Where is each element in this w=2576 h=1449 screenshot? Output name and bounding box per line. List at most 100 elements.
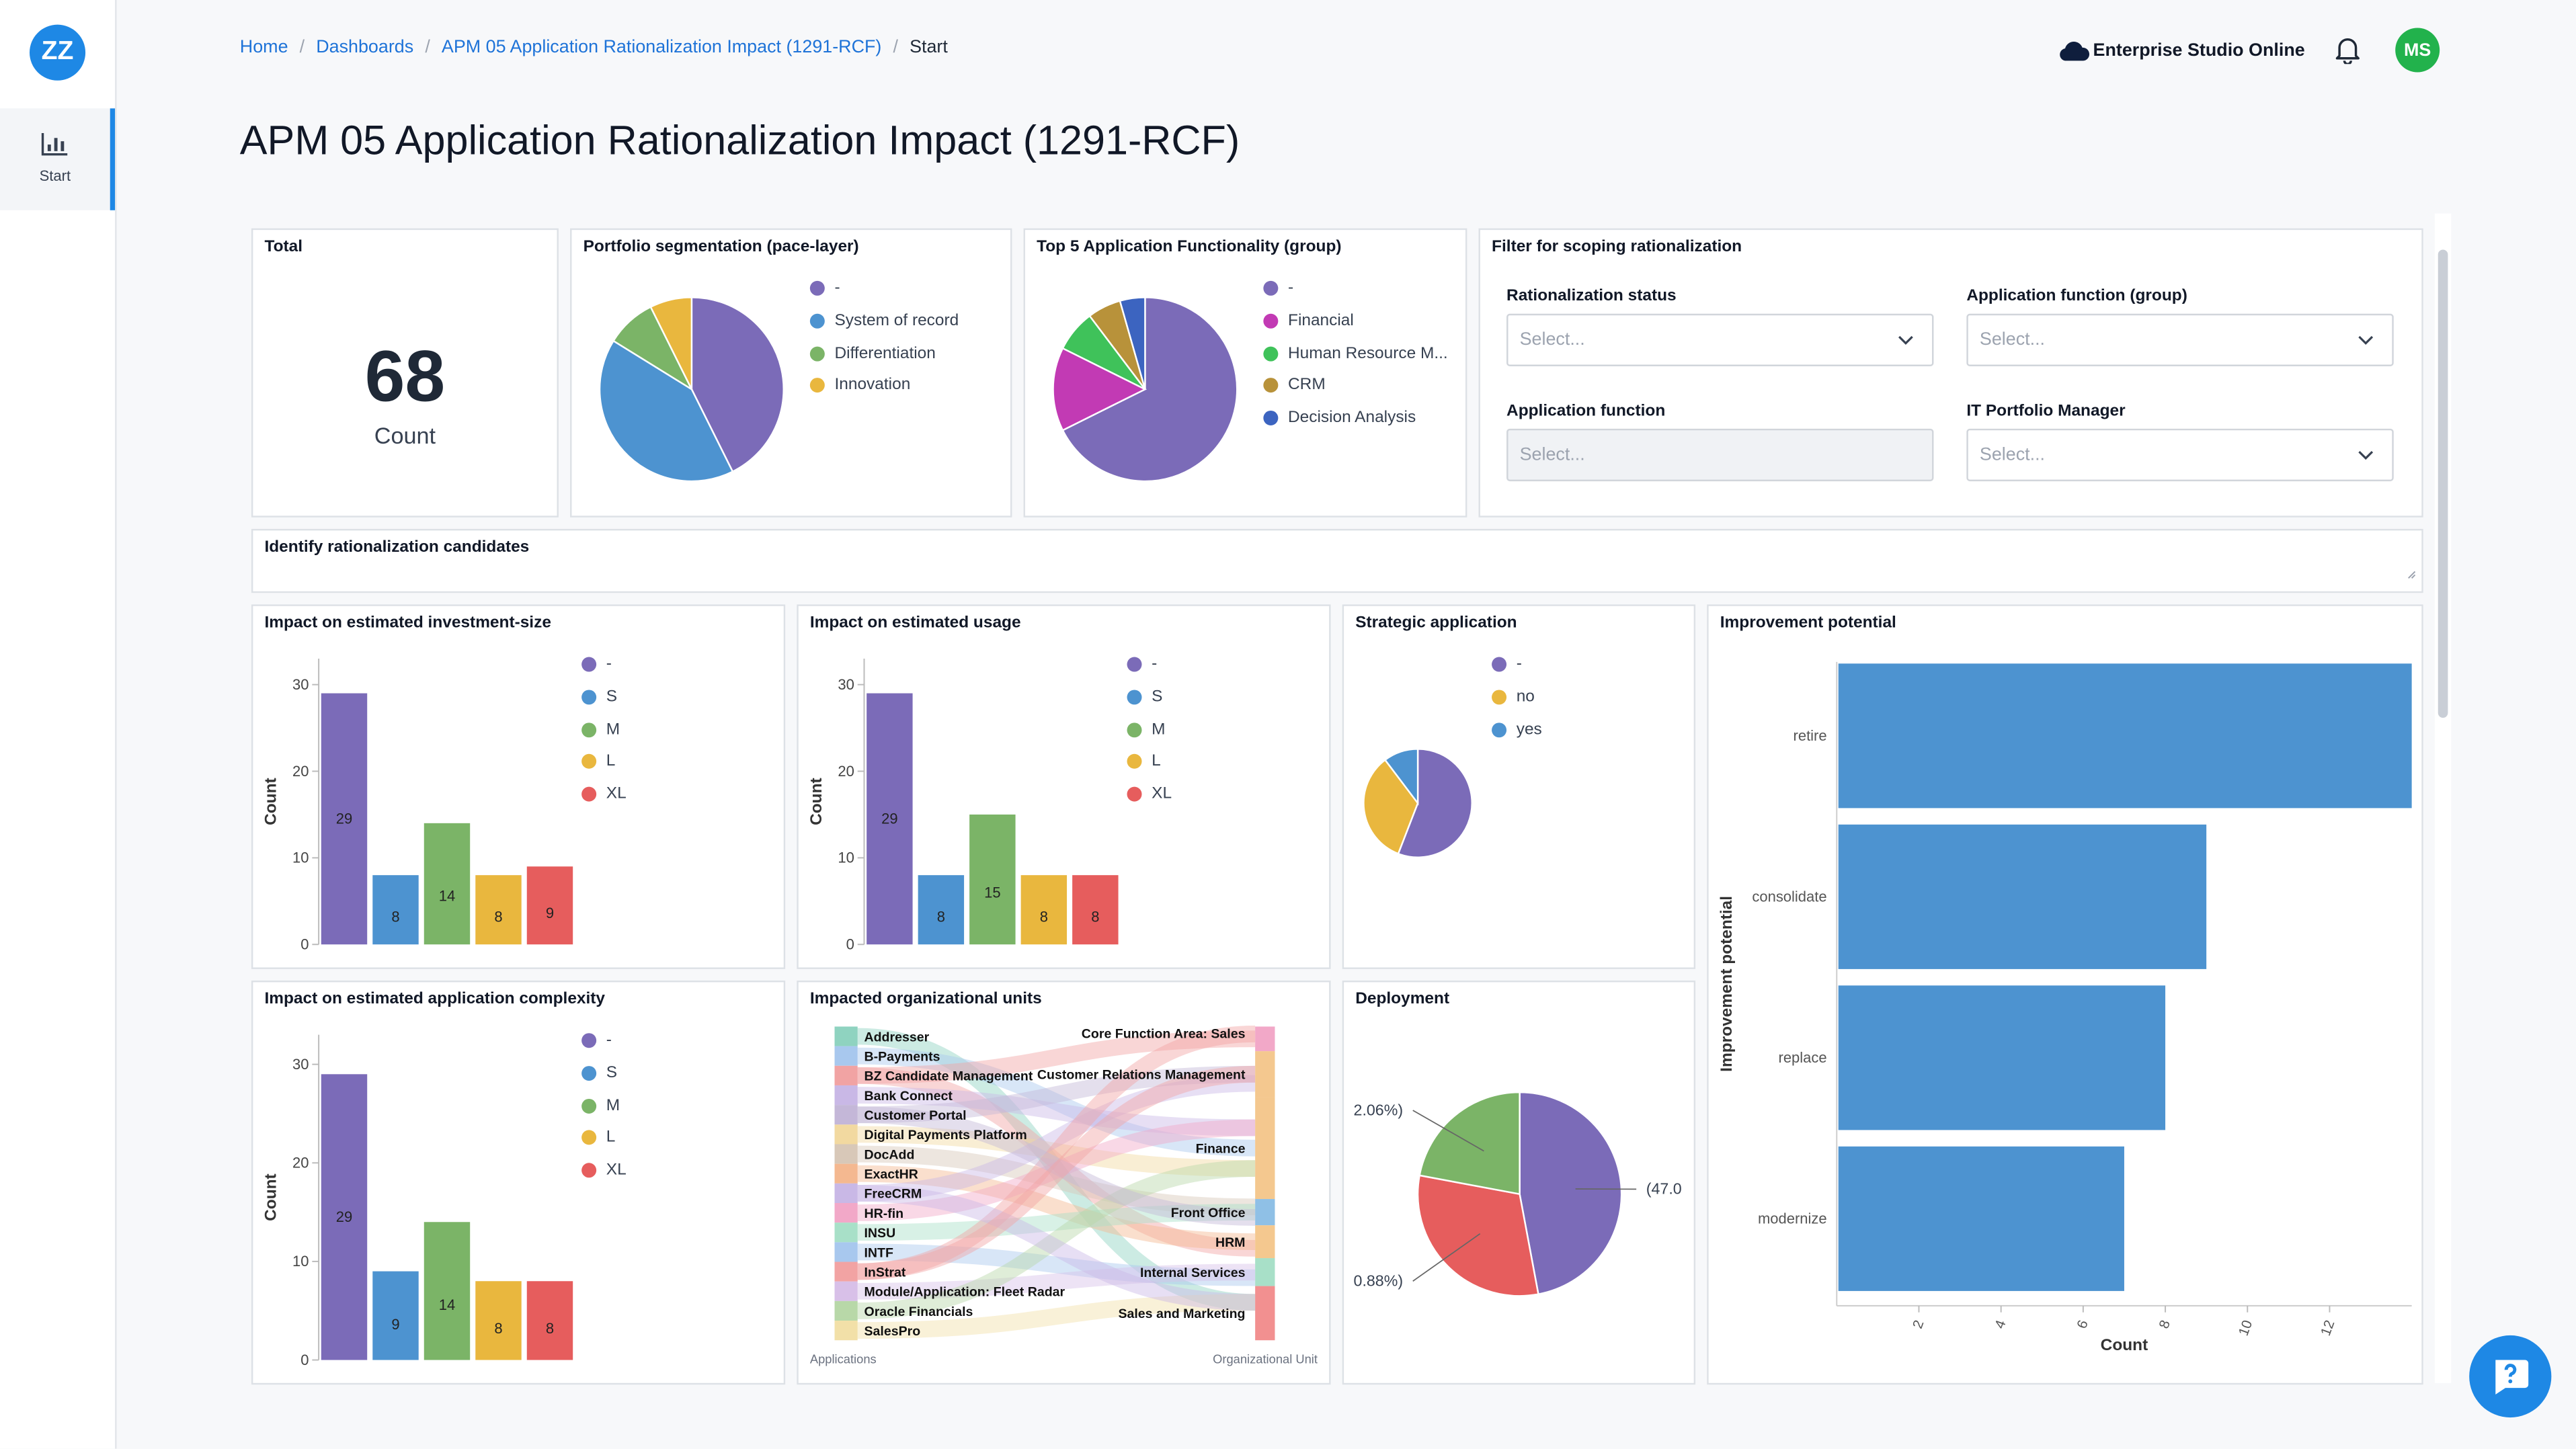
strategic-pie-slice[interactable] [1363, 758, 1419, 855]
legend-item[interactable]: - [581, 649, 627, 681]
legend-item[interactable]: - [809, 273, 959, 305]
sankey-target-node[interactable] [1255, 1258, 1275, 1286]
sankey-source-node[interactable] [834, 1223, 858, 1243]
sankey-source-node[interactable] [834, 1281, 858, 1301]
investment-bar[interactable] [526, 866, 573, 945]
sankey-target-node[interactable] [1255, 1225, 1275, 1259]
investment-bar[interactable] [321, 693, 368, 945]
legend-item[interactable]: L [581, 1122, 627, 1154]
legend-item[interactable]: Financial [1263, 305, 1447, 337]
legend-item[interactable]: no [1492, 681, 1542, 713]
legend-item[interactable]: XL [1127, 778, 1172, 811]
sankey-source-node[interactable] [834, 1105, 858, 1125]
usage-bar[interactable] [969, 814, 1016, 945]
legend-item[interactable]: - [581, 1025, 627, 1057]
investment-bar[interactable] [475, 875, 522, 945]
legend-item[interactable]: Innovation [809, 370, 959, 402]
legend-item[interactable]: Differentiation [809, 337, 959, 370]
complexity-bar[interactable] [321, 1074, 368, 1360]
legend-item[interactable]: yes [1492, 714, 1542, 746]
legend-item[interactable]: L [581, 746, 627, 778]
complexity-bar[interactable] [475, 1281, 522, 1360]
legend-item[interactable]: L [1127, 746, 1172, 778]
resize-handle-icon[interactable] [2407, 570, 2417, 580]
sidebar-item-start[interactable]: Start [0, 108, 116, 210]
complexity-bar[interactable] [526, 1281, 573, 1360]
deployment-pie-slice[interactable] [1519, 1091, 1623, 1296]
strategic-card: Strategic application - no yes [1342, 604, 1696, 969]
improvement-bar[interactable] [1838, 663, 2412, 809]
top5-pie-slice[interactable] [1119, 296, 1146, 390]
sankey-source-node[interactable] [834, 1065, 858, 1085]
complexity-bar[interactable] [372, 1271, 419, 1360]
legend-item[interactable]: S [1127, 681, 1172, 713]
identify-card[interactable]: Identify rationalization candidates [251, 528, 2423, 593]
portfolio-pie-slice[interactable] [690, 296, 784, 473]
investment-tick-label: 10 [292, 850, 309, 866]
breadcrumb-home[interactable]: Home [239, 38, 288, 58]
bell-icon[interactable] [2335, 36, 2361, 65]
sankey-source-node[interactable] [834, 1163, 858, 1184]
usage-bar[interactable] [1020, 875, 1068, 945]
legend-item[interactable]: M [581, 1089, 627, 1122]
usage-tick-label: 20 [838, 763, 854, 780]
scrollbar-thumb[interactable] [2438, 249, 2448, 718]
legend-item[interactable]: CRM [1263, 370, 1447, 402]
user-avatar[interactable]: MS [2395, 28, 2440, 73]
legend-item[interactable]: - [1127, 649, 1172, 681]
portfolio-pie-slice[interactable] [598, 339, 734, 483]
app-logo[interactable]: ZZ [29, 24, 86, 81]
legend-item[interactable]: M [1127, 714, 1172, 746]
sankey-source-node[interactable] [834, 1242, 858, 1262]
breadcrumb-dashboards[interactable]: Dashboards [316, 38, 414, 58]
breadcrumb-dashboard[interactable]: APM 05 Application Rationalization Impac… [441, 38, 882, 58]
usage-bar[interactable] [918, 875, 965, 945]
legend-item[interactable]: - [1263, 273, 1447, 305]
sankey-source-node[interactable] [834, 1203, 858, 1223]
legend-item[interactable]: System of record [809, 305, 959, 337]
help-chat-button[interactable] [2469, 1335, 2552, 1418]
sankey-source-node[interactable] [834, 1026, 858, 1046]
sankey-target-node[interactable] [1255, 1051, 1275, 1098]
sankey-source-node[interactable] [834, 1300, 858, 1321]
top5-pie-slice[interactable] [1052, 347, 1148, 431]
sankey-target-node[interactable] [1255, 1286, 1275, 1341]
strategic-pie-slice[interactable] [1397, 748, 1473, 858]
top5-pie-slice[interactable] [1061, 296, 1238, 483]
legend-item[interactable]: M [581, 714, 627, 746]
improvement-bar[interactable] [1838, 985, 2166, 1130]
sankey-source-node[interactable] [834, 1046, 858, 1066]
sankey-target-node[interactable] [1255, 1199, 1275, 1226]
legend-item[interactable]: XL [581, 778, 627, 811]
complexity-bar[interactable] [424, 1222, 471, 1360]
improvement-bar[interactable] [1838, 824, 2207, 969]
legend-item[interactable]: XL [581, 1154, 627, 1186]
sankey-source-node[interactable] [834, 1144, 858, 1164]
legend-item[interactable]: - [1492, 649, 1542, 681]
application-function-select[interactable]: Select... [1506, 428, 1934, 482]
usage-bar[interactable] [1072, 875, 1119, 945]
investment-bar[interactable] [424, 823, 471, 945]
legend-item[interactable]: Decision Analysis [1263, 402, 1447, 434]
application-function-group-select[interactable]: Select... [1966, 313, 2394, 366]
breadcrumb-current: Start [910, 38, 948, 58]
investment-bar[interactable] [372, 875, 419, 945]
workspace-switcher[interactable]: Enterprise Studio Online [2057, 28, 2305, 74]
it-portfolio-manager-select[interactable]: Select... [1966, 428, 2394, 482]
sankey-source-node[interactable] [834, 1085, 858, 1106]
portfolio-pie-slice[interactable] [649, 296, 693, 390]
legend-item[interactable]: S [581, 681, 627, 713]
legend-item[interactable]: S [581, 1057, 627, 1089]
improvement-bar[interactable] [1838, 1146, 2124, 1291]
sankey-target-node[interactable] [1255, 1026, 1275, 1052]
strategic-pie-slice[interactable] [1383, 748, 1419, 806]
rationalization-status-select[interactable]: Select... [1506, 313, 1934, 366]
sankey-source-node[interactable] [834, 1124, 858, 1145]
usage-bar[interactable] [867, 693, 913, 945]
investment-tick-label: 30 [292, 676, 309, 693]
sankey-source-node[interactable] [834, 1261, 858, 1282]
sankey-source-node[interactable] [834, 1183, 858, 1204]
legend-item[interactable]: Human Resource M... [1263, 337, 1448, 370]
sankey-target-node[interactable] [1255, 1097, 1275, 1200]
sankey-source-node[interactable] [834, 1321, 858, 1341]
